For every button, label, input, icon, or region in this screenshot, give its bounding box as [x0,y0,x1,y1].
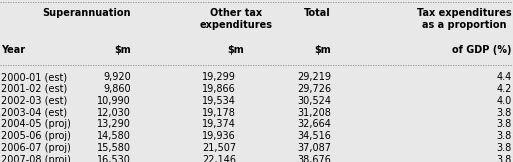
Text: 21,507: 21,507 [202,143,236,153]
Text: 19,178: 19,178 [202,108,236,118]
Text: 19,866: 19,866 [202,84,236,94]
Text: 38,676: 38,676 [297,155,331,162]
Text: 3.8: 3.8 [497,143,512,153]
Text: 3.8: 3.8 [497,131,512,141]
Text: 3.8: 3.8 [497,119,512,129]
Text: Tax expenditures
as a proportion: Tax expenditures as a proportion [418,8,512,30]
Text: 2003-04 (est): 2003-04 (est) [1,108,67,118]
Text: 9,920: 9,920 [103,72,131,82]
Text: 32,664: 32,664 [297,119,331,129]
Text: 31,208: 31,208 [297,108,331,118]
Text: Year: Year [1,45,25,55]
Text: 2002-03 (est): 2002-03 (est) [1,96,67,106]
Text: 22,146: 22,146 [202,155,236,162]
Text: 19,299: 19,299 [202,72,236,82]
Text: 2005-06 (proj): 2005-06 (proj) [1,131,71,141]
Text: 37,087: 37,087 [297,143,331,153]
Text: 9,860: 9,860 [103,84,131,94]
Text: 30,524: 30,524 [297,96,331,106]
Text: 3.8: 3.8 [497,108,512,118]
Text: Superannuation: Superannuation [42,8,131,18]
Text: 3.8: 3.8 [497,155,512,162]
Text: $m: $m [314,45,331,55]
Text: 16,530: 16,530 [97,155,131,162]
Text: 2007-08 (proj): 2007-08 (proj) [1,155,71,162]
Text: 4.2: 4.2 [497,84,512,94]
Text: 13,290: 13,290 [97,119,131,129]
Text: 19,936: 19,936 [202,131,236,141]
Text: 2000-01 (est): 2000-01 (est) [1,72,67,82]
Text: 10,990: 10,990 [97,96,131,106]
Text: 2001-02 (est): 2001-02 (est) [1,84,67,94]
Text: 14,580: 14,580 [97,131,131,141]
Text: 4.4: 4.4 [497,72,512,82]
Text: of GDP (%): of GDP (%) [452,45,512,55]
Text: 29,219: 29,219 [297,72,331,82]
Text: Other tax
expenditures: Other tax expenditures [200,8,272,30]
Text: 19,534: 19,534 [202,96,236,106]
Text: $m: $m [114,45,131,55]
Text: 4.0: 4.0 [497,96,512,106]
Text: 34,516: 34,516 [297,131,331,141]
Text: 2006-07 (proj): 2006-07 (proj) [1,143,71,153]
Text: $m: $m [228,45,244,55]
Text: 2004-05 (proj): 2004-05 (proj) [1,119,71,129]
Text: 15,580: 15,580 [97,143,131,153]
Text: 12,030: 12,030 [97,108,131,118]
Text: Total: Total [304,8,331,18]
Text: 19,374: 19,374 [202,119,236,129]
Text: 29,726: 29,726 [297,84,331,94]
